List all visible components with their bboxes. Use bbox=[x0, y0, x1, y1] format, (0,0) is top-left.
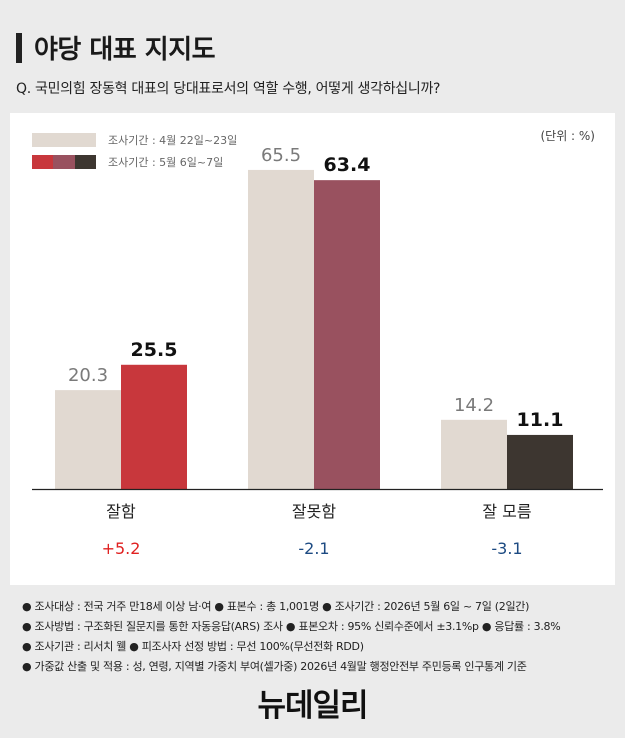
category-label: 잘못함 bbox=[292, 502, 336, 521]
note-line: ● 조사방법 : 구조화된 질문지를 통한 자동응답(ARS) 조사 ● 표본오… bbox=[22, 620, 561, 633]
bar-curr bbox=[121, 364, 187, 489]
note-line: ● 조사대상 : 전국 거주 만18세 이상 남·여 ● 표본수 : 총 1,0… bbox=[22, 600, 530, 613]
data-label: 63.4 bbox=[324, 154, 371, 176]
data-label: 65.5 bbox=[261, 145, 301, 166]
unit-label: (단위 : %) bbox=[540, 129, 595, 143]
legend-swatch-curr bbox=[32, 155, 96, 169]
change-label: -3.1 bbox=[491, 539, 522, 558]
bar-prev bbox=[441, 419, 507, 489]
data-label: 11.1 bbox=[517, 409, 564, 431]
chart-panel: 조사기간 : 4월 22일~23일 조사기간 : 5월 6일~7일 (단위 : … bbox=[10, 113, 615, 585]
bar-curr bbox=[314, 180, 380, 489]
category-label: 잘함 bbox=[106, 502, 136, 521]
legend-swatch-part bbox=[32, 155, 54, 169]
survey-question: Q. 국민의힘 장동혁 대표의 당대표로서의 역할 수행, 어떻게 생각하십니까… bbox=[16, 81, 441, 97]
bar-curr bbox=[507, 434, 573, 489]
data-label: 25.5 bbox=[131, 339, 178, 361]
legend-label-curr: 조사기간 : 5월 6일~7일 bbox=[108, 156, 224, 169]
note-line: ● 가중값 산출 및 적용 : 성, 연령, 지역별 가중치 부여(셀가중) 2… bbox=[22, 660, 527, 673]
category-label: 잘 모름 bbox=[482, 502, 531, 521]
legend-item-curr: 조사기간 : 5월 6일~7일 bbox=[32, 154, 223, 170]
note-line: ● 조사기관 : 리서치 웰 ● 피조사자 선정 방법 : 무선 100%(무선… bbox=[22, 640, 364, 653]
legend-swatch-part bbox=[74, 155, 96, 169]
newdaily-logo: 뉴데일리 bbox=[257, 688, 368, 724]
page-title: 야당 대표 지지도 bbox=[34, 35, 216, 65]
bar-prev bbox=[248, 169, 314, 489]
bar-prev bbox=[55, 390, 121, 489]
change-label: +5.2 bbox=[102, 539, 141, 558]
legend-swatch-part bbox=[53, 155, 75, 169]
legend-label-prev: 조사기간 : 4월 22일~23일 bbox=[108, 134, 238, 147]
data-label: 14.2 bbox=[454, 395, 494, 416]
legend-swatch-prev bbox=[32, 133, 96, 147]
title-bar bbox=[16, 33, 22, 63]
data-label: 20.3 bbox=[68, 365, 108, 386]
change-label: -2.1 bbox=[298, 539, 329, 558]
survey-notes: ● 조사대상 : 전국 거주 만18세 이상 남·여 ● 표본수 : 총 1,0… bbox=[22, 597, 561, 677]
bar-chart: 20.3 25.5 잘함 +5.2 65.5 63.4 잘못함 -2.1 14.2 11.1 잘 모… bbox=[32, 145, 603, 558]
legend-item-prev: 조사기간 : 4월 22일~23일 bbox=[32, 132, 237, 148]
